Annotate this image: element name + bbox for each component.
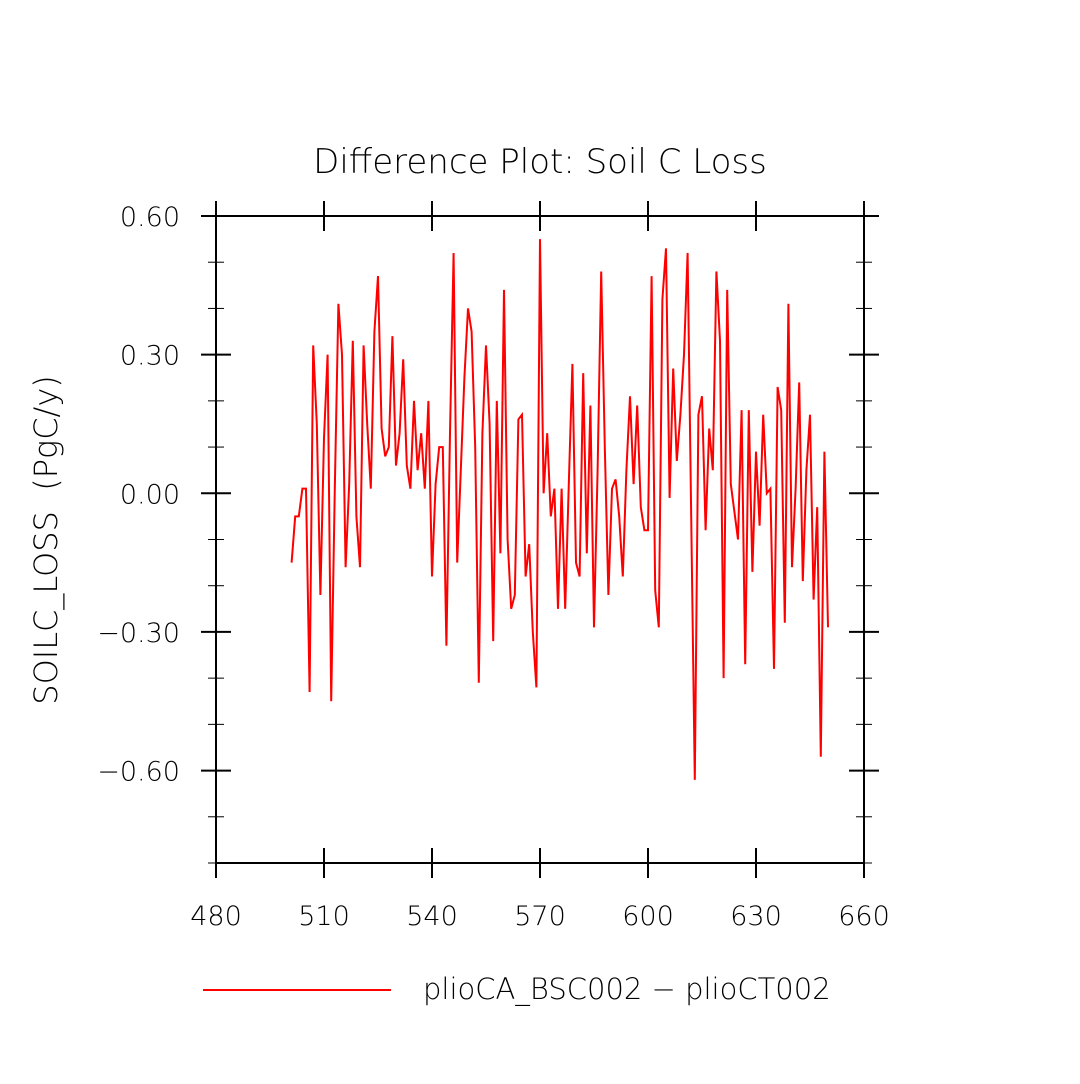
legend: plioCA_BSC002 − plioCT002 (203, 972, 831, 1007)
series-layer (290, 239, 829, 780)
y-tick-label: −0.30 (97, 618, 180, 649)
axis-layer: 480 510 540 570 600 630 660 0.60 0.30 0.00 −0.30 −0… (97, 201, 890, 932)
x-tick-label: 600 (622, 901, 674, 932)
chart-title: Difference Plot: Soil C Loss (313, 142, 767, 182)
legend-label: plioCA_BSC002 − plioCT002 (423, 972, 831, 1007)
y-tick-label: 0.30 (120, 341, 180, 372)
x-tick-label: 660 (838, 901, 890, 932)
x-tick-label: 510 (298, 901, 350, 932)
y-tick-label: 0.60 (120, 202, 180, 233)
x-tick-label: 570 (514, 901, 566, 932)
x-tick-label: 480 (190, 901, 242, 932)
y-axis-title: SOILC_LOSS (PgC/y) (27, 375, 65, 704)
y-tick-label: 0.00 (120, 479, 180, 510)
x-tick-label: 540 (406, 901, 458, 932)
y-tick-label: −0.60 (97, 757, 180, 788)
series-line (290, 239, 829, 780)
x-tick-label: 630 (730, 901, 782, 932)
